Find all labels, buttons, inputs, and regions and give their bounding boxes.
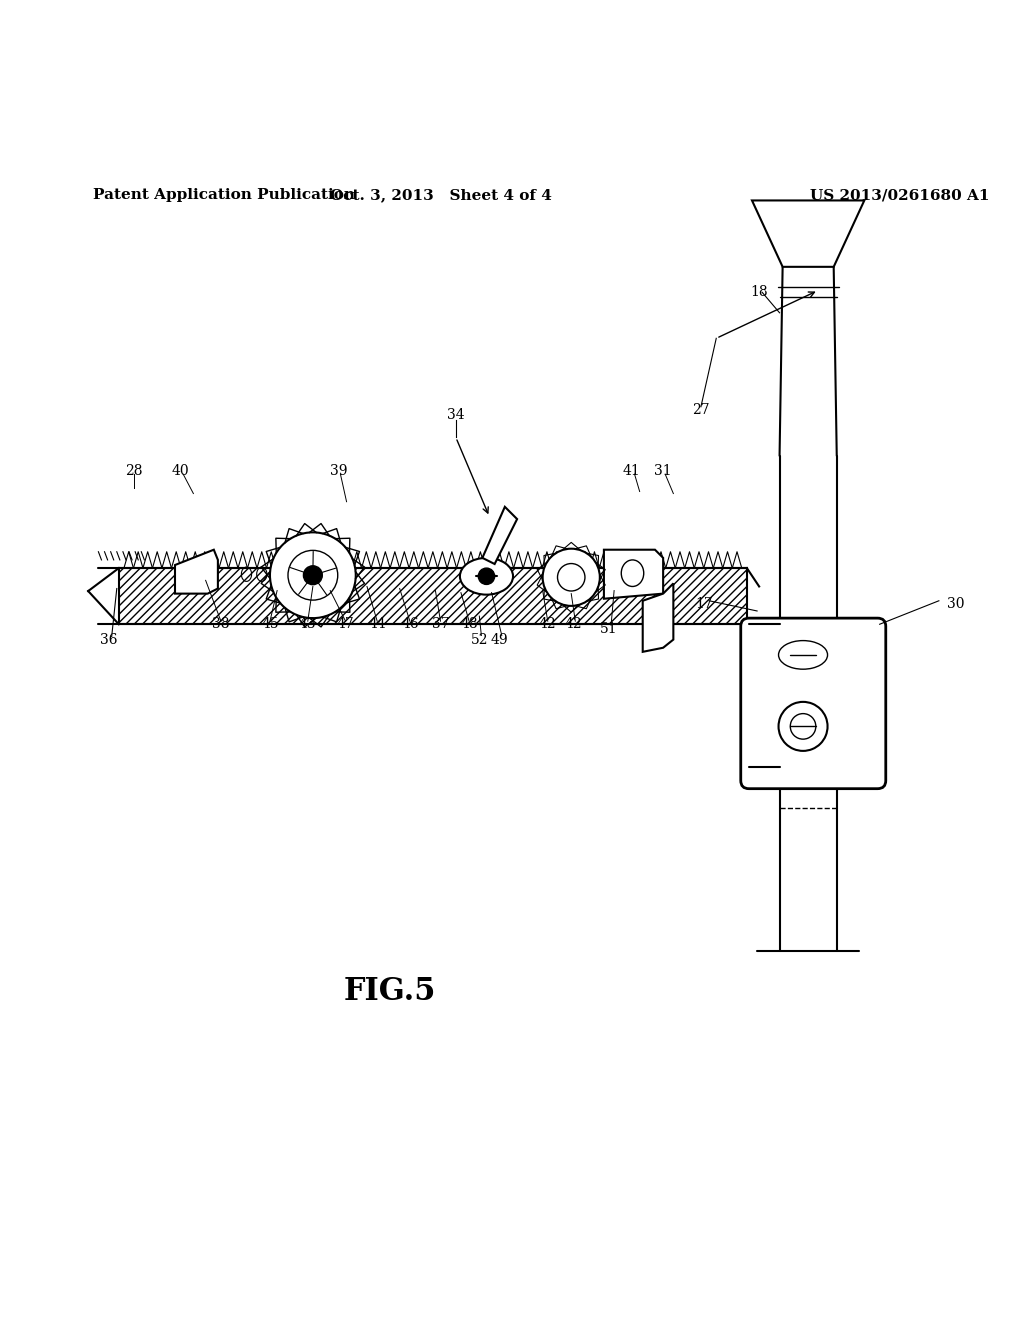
Text: FIG.5: FIG.5: [343, 977, 435, 1007]
Text: 46: 46: [401, 618, 419, 631]
Polygon shape: [175, 549, 218, 594]
Text: 44: 44: [369, 618, 386, 631]
Text: 36: 36: [100, 632, 118, 647]
FancyBboxPatch shape: [740, 618, 886, 788]
Text: 34: 34: [447, 408, 465, 422]
Text: 52: 52: [471, 632, 488, 647]
Text: US 2013/0261680 A1: US 2013/0261680 A1: [810, 189, 990, 202]
Ellipse shape: [460, 558, 513, 594]
Text: 27: 27: [692, 403, 710, 417]
Text: 43: 43: [299, 618, 316, 631]
Text: 40: 40: [171, 465, 188, 478]
Polygon shape: [482, 507, 517, 564]
Polygon shape: [643, 583, 674, 652]
Polygon shape: [604, 549, 664, 599]
Circle shape: [303, 566, 323, 585]
Text: 42: 42: [564, 618, 582, 631]
Circle shape: [543, 549, 600, 606]
Text: 17: 17: [695, 597, 713, 611]
Text: Patent Application Publication: Patent Application Publication: [93, 189, 355, 202]
Text: 51: 51: [600, 622, 617, 636]
Text: 37: 37: [432, 618, 450, 631]
Text: 31: 31: [654, 465, 672, 478]
Text: 38: 38: [212, 618, 229, 631]
Text: 48: 48: [461, 618, 478, 631]
Bar: [119, 568, 746, 624]
Text: 39: 39: [330, 465, 347, 478]
Text: 42: 42: [539, 618, 557, 631]
Circle shape: [478, 568, 495, 585]
Text: 28: 28: [125, 465, 143, 478]
Text: 30: 30: [947, 597, 965, 611]
Text: 18: 18: [751, 285, 768, 300]
Text: Oct. 3, 2013   Sheet 4 of 4: Oct. 3, 2013 Sheet 4 of 4: [330, 189, 552, 202]
Polygon shape: [752, 201, 864, 267]
Text: 47: 47: [337, 618, 354, 631]
Text: 45: 45: [261, 618, 279, 631]
Text: 41: 41: [623, 465, 640, 478]
Text: 49: 49: [490, 632, 509, 647]
Circle shape: [270, 532, 355, 618]
